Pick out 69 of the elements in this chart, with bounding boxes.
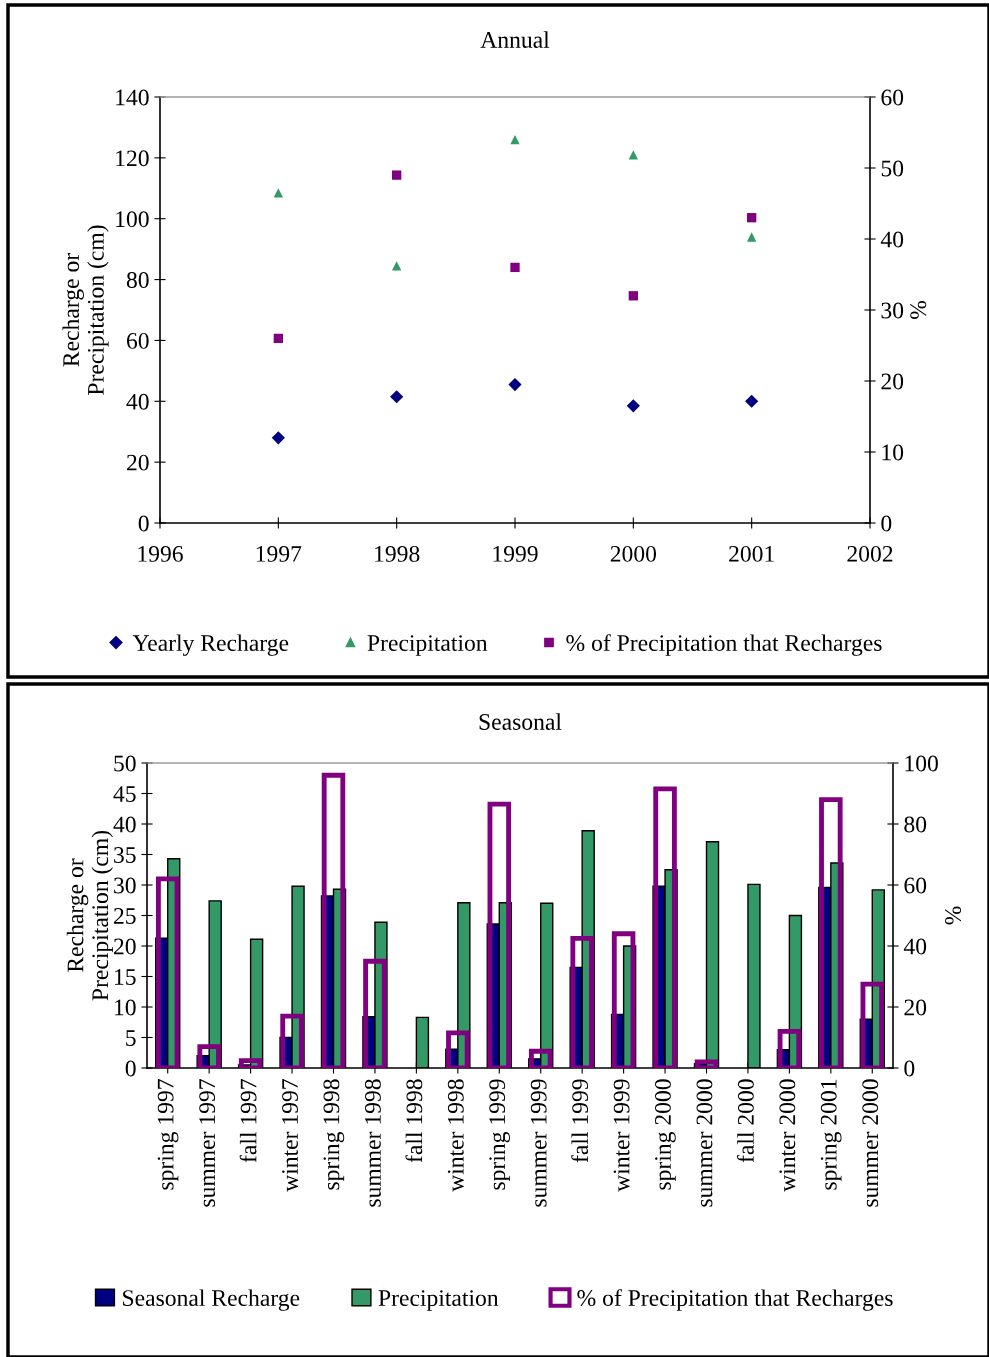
y2-tick-label: 100 [905, 755, 938, 772]
y-tick-label: 40 [113, 816, 136, 833]
y2-tick-label: 40 [903, 938, 927, 955]
y-tick-label: 20 [127, 454, 149, 471]
y2-tick-label: 0 [881, 515, 892, 532]
y-tick-label: 80 [126, 272, 149, 288]
chart-title: Annual [480, 31, 550, 48]
y2-tick-label: 60 [881, 89, 904, 106]
x-tick-label: 1998 [375, 545, 420, 562]
y2-tick-label: 30 [881, 302, 904, 319]
y-tick-label: 60 [126, 332, 149, 349]
y2-axis-title: % [910, 300, 927, 320]
x-tick-label: fall 1997 [239, 1079, 257, 1163]
x-tick-label: spring 1998 [323, 1079, 345, 1190]
x-tick-label: 1996 [138, 545, 183, 562]
x-tick-label: summer 1998 [364, 1079, 381, 1207]
y-tick-label: 50 [114, 755, 136, 772]
y-axis-title: Recharge or Precipitation (cm) [66, 830, 113, 1001]
x-tick-label: summer 1997 [199, 1079, 216, 1207]
x-tick-label: fall 2000 [737, 1079, 754, 1163]
y2-tick-label: 50 [881, 160, 904, 177]
legend-label: Seasonal Recharge [123, 1289, 300, 1311]
x-tick-label: winter 2000 [779, 1079, 796, 1192]
y2-tick-label: 60 [904, 877, 927, 894]
y2-tick-label: 40 [880, 231, 904, 248]
y-tick-label: 0 [125, 1060, 136, 1077]
chart-title: Seasonal [479, 713, 562, 730]
y2-tick-label: 20 [904, 999, 927, 1016]
x-tick-label: fall 1999 [571, 1079, 589, 1163]
y-tick-label: 35 [114, 847, 136, 863]
y2-tick-label: 80 [904, 816, 927, 833]
x-tick-label: spring 2000 [654, 1079, 676, 1190]
x-tick-label: spring 2001 [820, 1079, 842, 1190]
x-tick-label: 2002 [847, 545, 893, 562]
x-tick-label: winter 1997 [282, 1079, 298, 1192]
y-tick-label: 15 [115, 969, 136, 985]
y-tick-label: 0 [138, 515, 149, 532]
x-tick-label: spring 1997 [157, 1079, 179, 1190]
x-tick-label: winter 1998 [447, 1079, 464, 1192]
legend-label: Yearly Recharge [132, 634, 289, 656]
y-tick-label: 100 [116, 211, 149, 228]
y-tick-label: 45 [113, 786, 136, 802]
legend-label: % of Precipitation that Recharges [566, 634, 882, 656]
y2-tick-label: 10 [882, 444, 904, 461]
y-tick-label: 140 [116, 89, 149, 106]
y-tick-label: 40 [126, 393, 149, 410]
x-tick-label: 1997 [256, 545, 302, 562]
y2-tick-label: 0 [904, 1060, 915, 1077]
y-tick-label: 120 [116, 150, 149, 167]
x-tick-label: summer 2000 [862, 1079, 879, 1207]
x-tick-label: winter 1999 [613, 1079, 630, 1192]
legend-label: % of Precipitation that Recharges [577, 1289, 893, 1311]
y-tick-label: 20 [114, 938, 136, 955]
x-tick-label: 2001 [729, 545, 774, 562]
y2-axis-title: % [945, 906, 962, 925]
x-tick-label: summer 1999 [530, 1079, 547, 1207]
y-tick-label: 25 [114, 908, 136, 924]
y-tick-label: 5 [126, 1030, 136, 1046]
legend-label: Precipitation [378, 1290, 499, 1311]
x-tick-label: spring 1999 [489, 1079, 510, 1190]
x-tick-label: 2000 [610, 545, 657, 562]
y2-tick-label: 20 [881, 373, 904, 390]
x-tick-label: 1999 [493, 545, 538, 562]
y-tick-label: 30 [114, 877, 136, 894]
y-tick-label: 10 [115, 999, 136, 1016]
y-axis-title: Recharge or Precipitation (cm) [62, 225, 109, 395]
x-tick-label: summer 2000 [696, 1079, 713, 1207]
legend-label: Precipitation [367, 635, 488, 656]
x-tick-label: fall 1998 [405, 1079, 423, 1163]
